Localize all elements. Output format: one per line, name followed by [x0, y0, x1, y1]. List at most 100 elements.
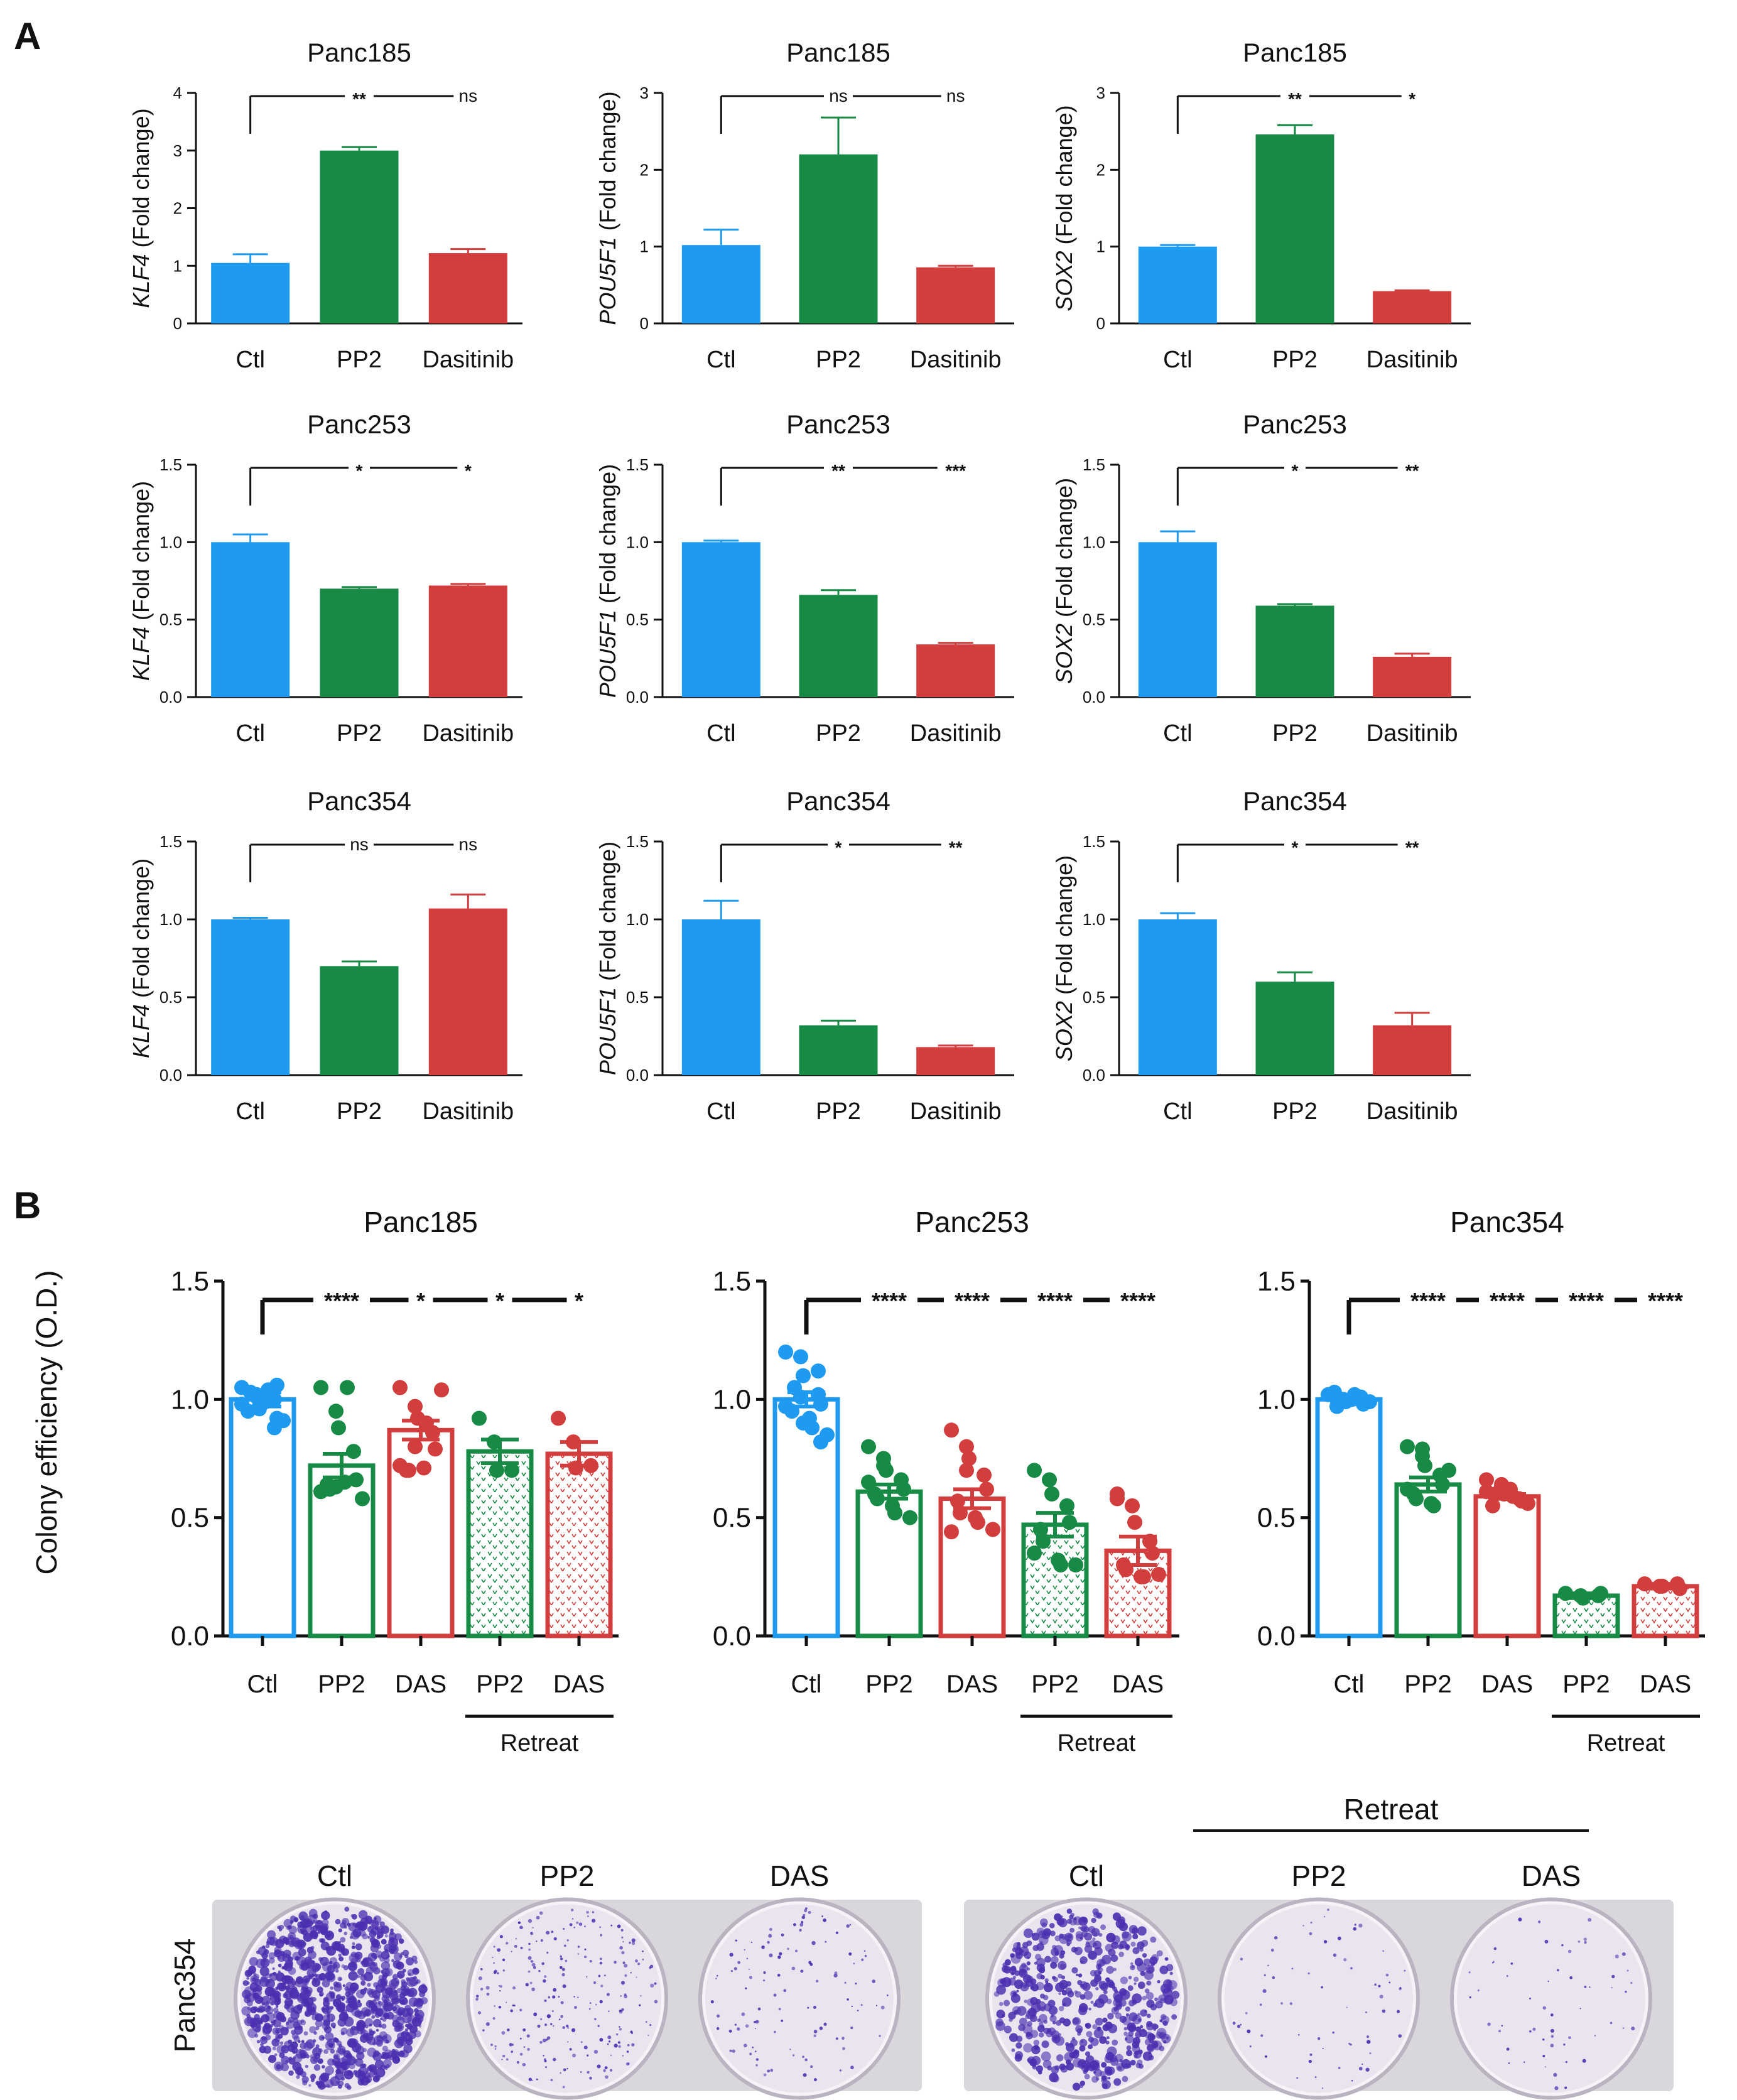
sig-gap [824, 455, 853, 480]
data-point [434, 1382, 449, 1398]
sig-gap [487, 1287, 512, 1312]
data-point [568, 1460, 583, 1476]
colony [320, 1941, 330, 1951]
colony [275, 2034, 280, 2040]
sig-label: **** [1120, 1288, 1155, 1314]
colony [763, 2073, 767, 2077]
colony [1002, 1965, 1009, 1973]
y-tick-label: 0.5 [626, 610, 649, 629]
colony [1040, 1993, 1046, 1999]
colony [1369, 2052, 1372, 2055]
colony [365, 1966, 374, 1975]
colony [1149, 1956, 1158, 1965]
sig-gap [457, 455, 479, 480]
chart-title: Panc253 [915, 1206, 1029, 1238]
colony [811, 1940, 816, 1946]
colony [622, 1961, 625, 1964]
colony [332, 1961, 340, 1969]
colony [1150, 2003, 1157, 2011]
colony [1019, 1946, 1029, 1956]
sig-label: ** [352, 89, 366, 109]
colony [1542, 2038, 1545, 2041]
colony [522, 2062, 526, 2067]
colony [587, 2054, 589, 2057]
colony [1102, 2017, 1108, 2023]
colony [1122, 2076, 1128, 2082]
chart-a33: Panc354 0.0 0.5 1.0 1.5 SOX2 (Fold change) Ctl… [1051, 786, 1471, 1125]
colony [1076, 2028, 1083, 2033]
colony [1115, 2054, 1123, 2062]
chart-a11: Panc185 0 1 2 3 4 KLF4 (Fold change) Ctl PP2 Dasi… [128, 38, 522, 373]
y-axis-label-unit: (Fold change) [1051, 478, 1077, 624]
chart-title: Panc253 [307, 409, 411, 439]
colony [1067, 1990, 1074, 1998]
colony [754, 2020, 756, 2023]
colony [519, 2052, 523, 2056]
colony [1019, 1964, 1029, 1973]
colony [610, 2069, 613, 2072]
sig-gap [345, 84, 374, 109]
well-label: DAS [770, 1859, 830, 1892]
data-point [813, 1396, 828, 1412]
y-axis-label: POU5F1 (Fold change) [595, 464, 620, 698]
x-tick-label: Ctl [235, 347, 264, 373]
colony [1296, 2077, 1299, 2079]
colony [478, 1976, 483, 1981]
colony [265, 1944, 270, 1949]
colony [1025, 2014, 1030, 2020]
x-tick-label: Dasitinib [422, 1098, 514, 1125]
bar-dasitinib [916, 644, 995, 697]
colony [620, 1995, 622, 1997]
colony [769, 1953, 773, 1957]
y-tick-label: 0.5 [160, 988, 182, 1007]
sig-label: **** [1569, 1288, 1604, 1314]
bar-ctl [681, 542, 760, 697]
colony [560, 1966, 563, 1969]
colony [347, 1996, 357, 2005]
colony [372, 1990, 381, 1999]
colony [1069, 1927, 1075, 1933]
bar-das [545, 1451, 613, 1638]
colony [1308, 2059, 1312, 2064]
colony [1119, 1988, 1127, 1996]
data-point [1027, 1463, 1042, 1478]
x-tick-label: DAS [1481, 1670, 1533, 1698]
data-point [328, 1479, 344, 1495]
colony [477, 2011, 481, 2015]
colony [1621, 1952, 1626, 1956]
sig-gap [408, 1287, 433, 1312]
colony [821, 1915, 823, 1917]
colony [645, 2021, 647, 2023]
y-tick-label: 1.0 [713, 1384, 751, 1415]
x-tick-label: PP2 [816, 347, 861, 373]
colony [312, 1925, 319, 1932]
colony [517, 1921, 521, 1924]
colony [494, 2048, 497, 2050]
colony [1327, 1908, 1329, 1911]
colony [1123, 2032, 1128, 2037]
sig-gap [1284, 832, 1306, 857]
colony [1018, 2023, 1025, 2032]
colony [342, 1984, 346, 1988]
sig-gap [345, 832, 374, 857]
data-point [1400, 1481, 1415, 1497]
colony [344, 1925, 347, 1929]
data-point [566, 1434, 581, 1450]
colony [813, 2030, 818, 2033]
y-tick-label: 1.5 [160, 455, 182, 474]
data-point [979, 1481, 994, 1497]
data-point [340, 1380, 355, 1395]
colony [322, 2022, 330, 2030]
data-point [504, 1463, 519, 1478]
colony [352, 1942, 355, 1946]
x-tick-label: Dasitinib [910, 720, 1002, 747]
colony [617, 2041, 620, 2044]
colony [1249, 2045, 1252, 2048]
colony [1072, 2082, 1081, 2091]
colony [855, 1983, 857, 1985]
data-point [1136, 1569, 1151, 1584]
colony [1137, 1962, 1147, 1973]
colony [492, 1956, 494, 1959]
colony [565, 1959, 568, 1962]
colony [296, 1939, 300, 1944]
